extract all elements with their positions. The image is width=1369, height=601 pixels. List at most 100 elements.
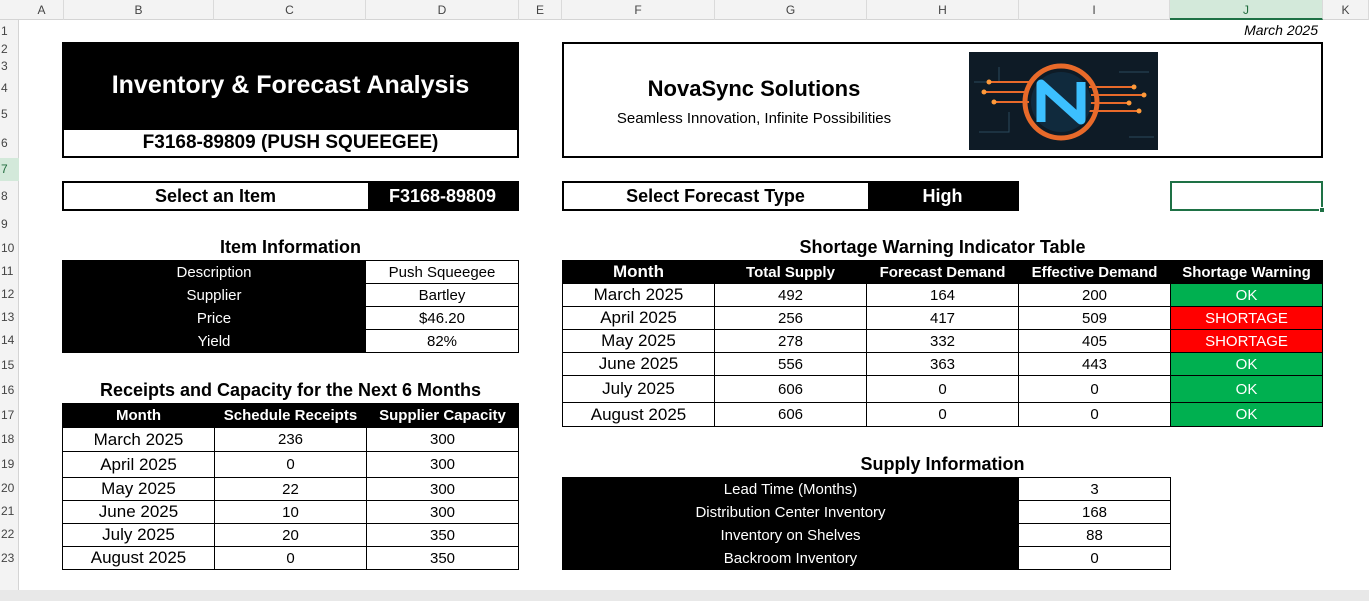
shortage-header: Month xyxy=(562,260,715,284)
supply-info-value[interactable]: 0 xyxy=(1018,546,1171,570)
shortage-warning-badge[interactable]: OK xyxy=(1170,402,1323,427)
row-header-13[interactable]: 13 xyxy=(1,310,15,324)
shortage-month-cell[interactable]: April 2025 xyxy=(562,306,715,330)
active-cell-j7[interactable] xyxy=(1170,181,1325,213)
row-header-20[interactable]: 20 xyxy=(1,481,15,495)
receipts-value-cell[interactable]: 300 xyxy=(366,427,519,452)
shortage-month-cell[interactable]: May 2025 xyxy=(562,329,715,353)
item-info-value[interactable]: 82% xyxy=(365,329,519,353)
receipts-value-cell[interactable]: 22 xyxy=(214,477,367,501)
select-forecast-dropdown[interactable]: High xyxy=(868,183,1017,209)
row-header-4[interactable]: 4 xyxy=(1,81,8,95)
receipts-month-cell[interactable]: June 2025 xyxy=(62,500,215,524)
shortage-value-cell[interactable]: 0 xyxy=(866,375,1019,403)
shortage-value-cell[interactable]: 606 xyxy=(714,402,867,427)
item-info-value[interactable]: Bartley xyxy=(365,283,519,307)
row-header-21[interactable]: 21 xyxy=(1,504,15,518)
shortage-value-cell[interactable]: 164 xyxy=(866,283,1019,307)
shortage-value-cell[interactable]: 332 xyxy=(866,329,1019,353)
item-subtitle: F3168-89809 (PUSH SQUEEGEE) xyxy=(62,128,519,158)
column-header-e[interactable]: E xyxy=(519,0,562,20)
shortage-value-cell[interactable]: 0 xyxy=(1018,375,1171,403)
row-header-15[interactable]: 15 xyxy=(1,358,15,372)
row-header-14[interactable]: 14 xyxy=(1,333,15,347)
receipts-month-cell[interactable]: July 2025 xyxy=(62,523,215,547)
receipts-value-cell[interactable]: 300 xyxy=(366,500,519,524)
column-header-j[interactable]: J xyxy=(1170,0,1323,20)
fill-handle[interactable] xyxy=(1319,207,1325,213)
receipts-value-cell[interactable]: 350 xyxy=(366,523,519,547)
column-header-h[interactable]: H xyxy=(867,0,1019,20)
row-header-19[interactable]: 19 xyxy=(1,457,15,471)
shortage-month-cell[interactable]: July 2025 xyxy=(562,375,715,403)
column-header-a[interactable]: A xyxy=(20,0,64,20)
receipts-value-cell[interactable]: 350 xyxy=(366,546,519,570)
item-info-value[interactable]: $46.20 xyxy=(365,306,519,330)
shortage-value-cell[interactable]: 256 xyxy=(714,306,867,330)
supply-info-value[interactable]: 88 xyxy=(1018,523,1171,547)
row-header-16[interactable]: 16 xyxy=(1,383,15,397)
shortage-warning-badge[interactable]: OK xyxy=(1170,352,1323,376)
company-name: NovaSync Solutions xyxy=(647,76,861,101)
shortage-month-cell[interactable]: March 2025 xyxy=(562,283,715,307)
shortage-value-cell[interactable]: 200 xyxy=(1018,283,1171,307)
select-item-dropdown[interactable]: F3168-89809 xyxy=(368,183,517,209)
shortage-month-cell[interactable]: August 2025 xyxy=(562,402,715,427)
column-header-d[interactable]: D xyxy=(366,0,519,20)
row-header-7[interactable]: 7 xyxy=(0,158,19,181)
row-header-1[interactable]: 1 xyxy=(1,24,8,38)
shortage-value-cell[interactable]: 492 xyxy=(714,283,867,307)
shortage-value-cell[interactable]: 0 xyxy=(866,402,1019,427)
item-info-value[interactable]: Push Squeegee xyxy=(365,260,519,284)
receipts-month-cell[interactable]: March 2025 xyxy=(62,427,215,452)
column-header-g[interactable]: G xyxy=(715,0,867,20)
receipts-title: Receipts and Capacity for the Next 6 Mon… xyxy=(99,380,482,400)
row-header-5[interactable]: 5 xyxy=(1,107,8,121)
row-header-22[interactable]: 22 xyxy=(1,527,15,541)
column-header-f[interactable]: F xyxy=(562,0,715,20)
shortage-warning-badge[interactable]: SHORTAGE xyxy=(1170,306,1323,330)
receipts-value-cell[interactable]: 0 xyxy=(214,451,367,478)
row-header-8[interactable]: 8 xyxy=(1,189,8,203)
column-header-b[interactable]: B xyxy=(64,0,214,20)
row-header-12[interactable]: 12 xyxy=(1,287,15,301)
receipts-value-cell[interactable]: 300 xyxy=(366,451,519,478)
shortage-value-cell[interactable]: 0 xyxy=(1018,402,1171,427)
shortage-warning-badge[interactable]: SHORTAGE xyxy=(1170,329,1323,353)
row-header-2[interactable]: 2 xyxy=(1,42,8,56)
receipts-value-cell[interactable]: 20 xyxy=(214,523,367,547)
shortage-warning-badge[interactable]: OK xyxy=(1170,375,1323,403)
row-header-18[interactable]: 18 xyxy=(1,432,15,446)
shortage-value-cell[interactable]: 405 xyxy=(1018,329,1171,353)
row-header-10[interactable]: 10 xyxy=(1,241,15,255)
row-header-17[interactable]: 17 xyxy=(1,408,15,422)
receipts-month-cell[interactable]: May 2025 xyxy=(62,477,215,501)
row-header-3[interactable]: 3 xyxy=(1,59,8,73)
column-header-k[interactable]: K xyxy=(1323,0,1369,20)
receipts-value-cell[interactable]: 10 xyxy=(214,500,367,524)
receipts-value-cell[interactable]: 300 xyxy=(366,477,519,501)
receipts-value-cell[interactable]: 0 xyxy=(214,546,367,570)
shortage-warning-badge[interactable]: OK xyxy=(1170,283,1323,307)
shortage-value-cell[interactable]: 556 xyxy=(714,352,867,376)
select-item-row: Select an Item F3168-89809 xyxy=(62,181,519,211)
row-header-11[interactable]: 11 xyxy=(1,264,14,278)
supply-info-value[interactable]: 168 xyxy=(1018,500,1171,524)
column-header-c[interactable]: C xyxy=(214,0,366,20)
receipts-value-cell[interactable]: 236 xyxy=(214,427,367,452)
shortage-value-cell[interactable]: 509 xyxy=(1018,306,1171,330)
shortage-value-cell[interactable]: 443 xyxy=(1018,352,1171,376)
receipts-month-cell[interactable]: April 2025 xyxy=(62,451,215,478)
shortage-value-cell[interactable]: 417 xyxy=(866,306,1019,330)
receipts-month-cell[interactable]: August 2025 xyxy=(62,546,215,570)
row-header-9[interactable]: 9 xyxy=(1,217,8,231)
shortage-value-cell[interactable]: 363 xyxy=(866,352,1019,376)
shortage-month-cell[interactable]: June 2025 xyxy=(562,352,715,376)
row-header-23[interactable]: 23 xyxy=(1,551,15,565)
shortage-header: Shortage Warning xyxy=(1170,260,1323,284)
supply-info-value[interactable]: 3 xyxy=(1018,477,1171,501)
column-header-i[interactable]: I xyxy=(1019,0,1170,20)
row-header-6[interactable]: 6 xyxy=(1,136,8,150)
shortage-value-cell[interactable]: 606 xyxy=(714,375,867,403)
shortage-value-cell[interactable]: 278 xyxy=(714,329,867,353)
